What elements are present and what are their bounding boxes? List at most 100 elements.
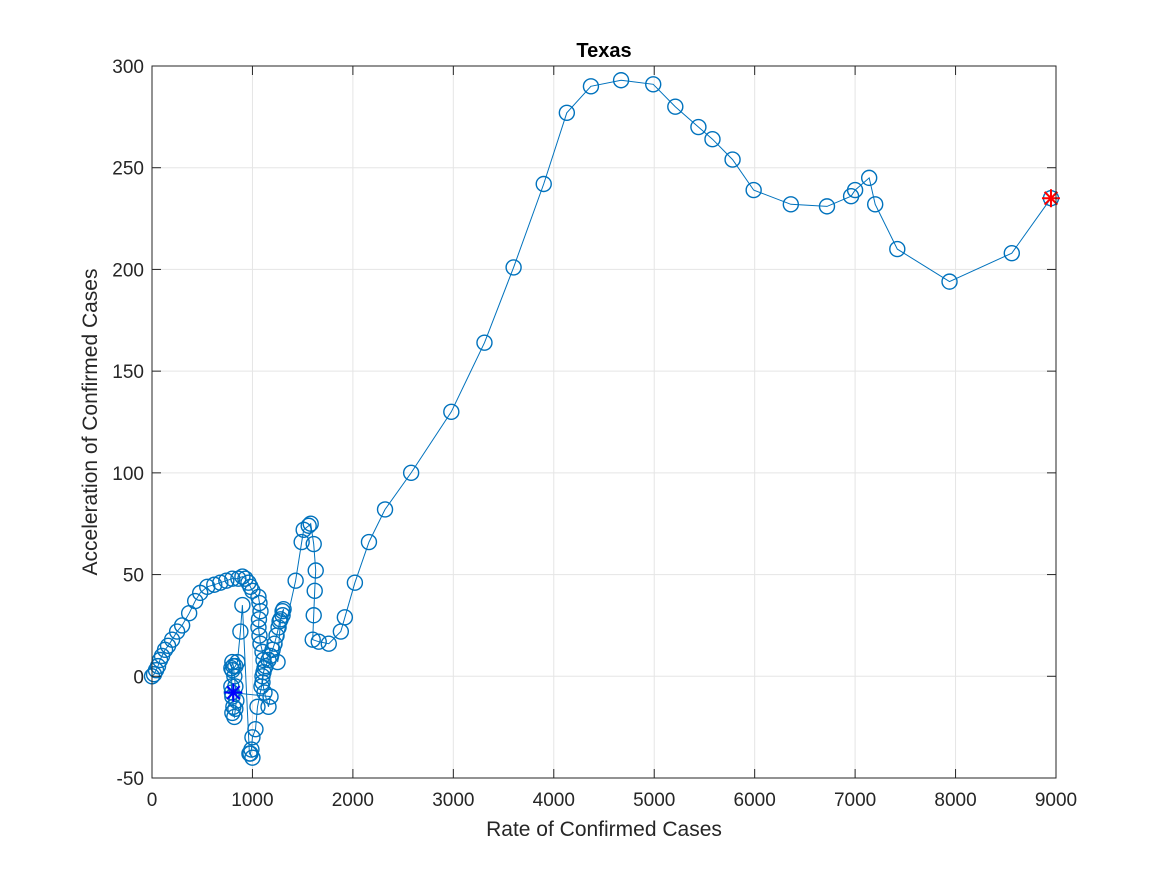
y-tick-label: 0	[133, 667, 144, 688]
data-point	[237, 570, 254, 587]
tick-labels: 0 1000 2000 3000 4000 5000 6000 7000 8000 9000-50…	[112, 57, 1077, 811]
axes	[151, 65, 1057, 779]
data-point	[173, 617, 191, 634]
data-point	[941, 273, 958, 290]
data-point	[667, 98, 684, 115]
data-point	[249, 698, 266, 715]
data-point	[186, 592, 204, 610]
plot-area	[152, 66, 1056, 778]
data-point	[306, 582, 323, 600]
end-marker-stroke	[1043, 191, 1059, 206]
data-point	[223, 659, 240, 677]
y-tick-label: 250	[112, 159, 144, 180]
data-point	[307, 562, 324, 579]
data-point	[443, 403, 460, 421]
data-point	[251, 594, 268, 612]
series-layer	[143, 72, 1060, 766]
x-tick-label: 7000	[834, 790, 876, 811]
data-point	[234, 568, 251, 585]
data-point	[846, 181, 864, 199]
data-point	[230, 570, 247, 587]
y-tick-label: -50	[117, 769, 144, 790]
data-point	[250, 619, 267, 636]
axes-box	[151, 65, 1057, 779]
data-point	[287, 572, 304, 589]
data-point	[256, 684, 273, 701]
start-marker-stroke	[226, 685, 241, 700]
x-tick-label: 1000	[231, 790, 273, 811]
data-point	[244, 582, 261, 600]
x-tick-label: 4000	[533, 790, 575, 811]
data-point	[252, 602, 269, 620]
data-point	[336, 609, 354, 626]
data-point	[346, 574, 364, 591]
data-point	[254, 674, 271, 691]
y-tick-label: 50	[123, 566, 144, 587]
data-point	[782, 196, 800, 213]
data-point	[293, 533, 310, 551]
data-point	[818, 198, 836, 215]
data-point	[270, 619, 287, 636]
data-point	[251, 627, 268, 644]
data-point	[402, 464, 420, 482]
start-marker	[224, 683, 243, 702]
y-axis-label: Acceleration of Confirmed Cases	[79, 269, 102, 576]
data-point	[360, 533, 378, 551]
data-point	[535, 175, 552, 193]
x-tick-label: 8000	[934, 790, 976, 811]
data-point	[266, 635, 283, 652]
x-axis-label: Rate of Confirmed Cases	[486, 818, 722, 841]
x-tick-label: 9000	[1035, 790, 1077, 811]
data-point	[149, 657, 167, 675]
data-point	[241, 745, 258, 762]
data-point	[244, 729, 261, 746]
data-point	[250, 611, 268, 628]
data-point	[745, 181, 762, 199]
x-tick-label: 2000	[332, 790, 374, 811]
data-point	[232, 623, 249, 640]
data-point	[376, 501, 394, 518]
data-point	[269, 653, 286, 671]
data-point	[168, 623, 186, 640]
data-point	[300, 517, 317, 534]
data-point	[224, 653, 241, 671]
end-marker	[1041, 189, 1060, 208]
data-point	[704, 131, 721, 148]
data-point	[274, 602, 291, 620]
chart-title: Texas	[576, 40, 631, 62]
y-tick-label: 150	[112, 362, 144, 383]
data-point	[305, 535, 322, 553]
x-tick-label: 0	[147, 790, 158, 811]
y-tick-label: 300	[112, 57, 144, 78]
x-tick-label: 5000	[633, 790, 675, 811]
data-point	[690, 118, 707, 136]
data-point	[505, 259, 522, 276]
data-point	[224, 570, 241, 587]
data-point	[867, 196, 884, 213]
data-point	[612, 72, 630, 89]
data-point	[860, 169, 878, 187]
data-point	[227, 700, 244, 718]
data-point	[275, 600, 292, 618]
series-line	[151, 79, 1052, 758]
x-tick-label: 6000	[734, 790, 776, 811]
data-point	[724, 151, 741, 168]
data-point	[226, 708, 243, 726]
data-point	[889, 240, 906, 258]
data-point	[305, 607, 322, 624]
data-point	[310, 633, 327, 650]
x-tick-label: 3000	[432, 790, 474, 811]
data-point	[163, 631, 181, 648]
data-point	[645, 76, 662, 93]
data-point	[320, 635, 337, 652]
y-tick-label: 200	[112, 260, 144, 281]
data-point	[247, 720, 264, 738]
data-point	[1003, 244, 1021, 262]
data-point	[234, 596, 251, 614]
y-tick-label: 100	[112, 464, 144, 485]
data-point	[244, 749, 261, 766]
data-point	[302, 515, 319, 532]
data-point	[272, 611, 289, 628]
